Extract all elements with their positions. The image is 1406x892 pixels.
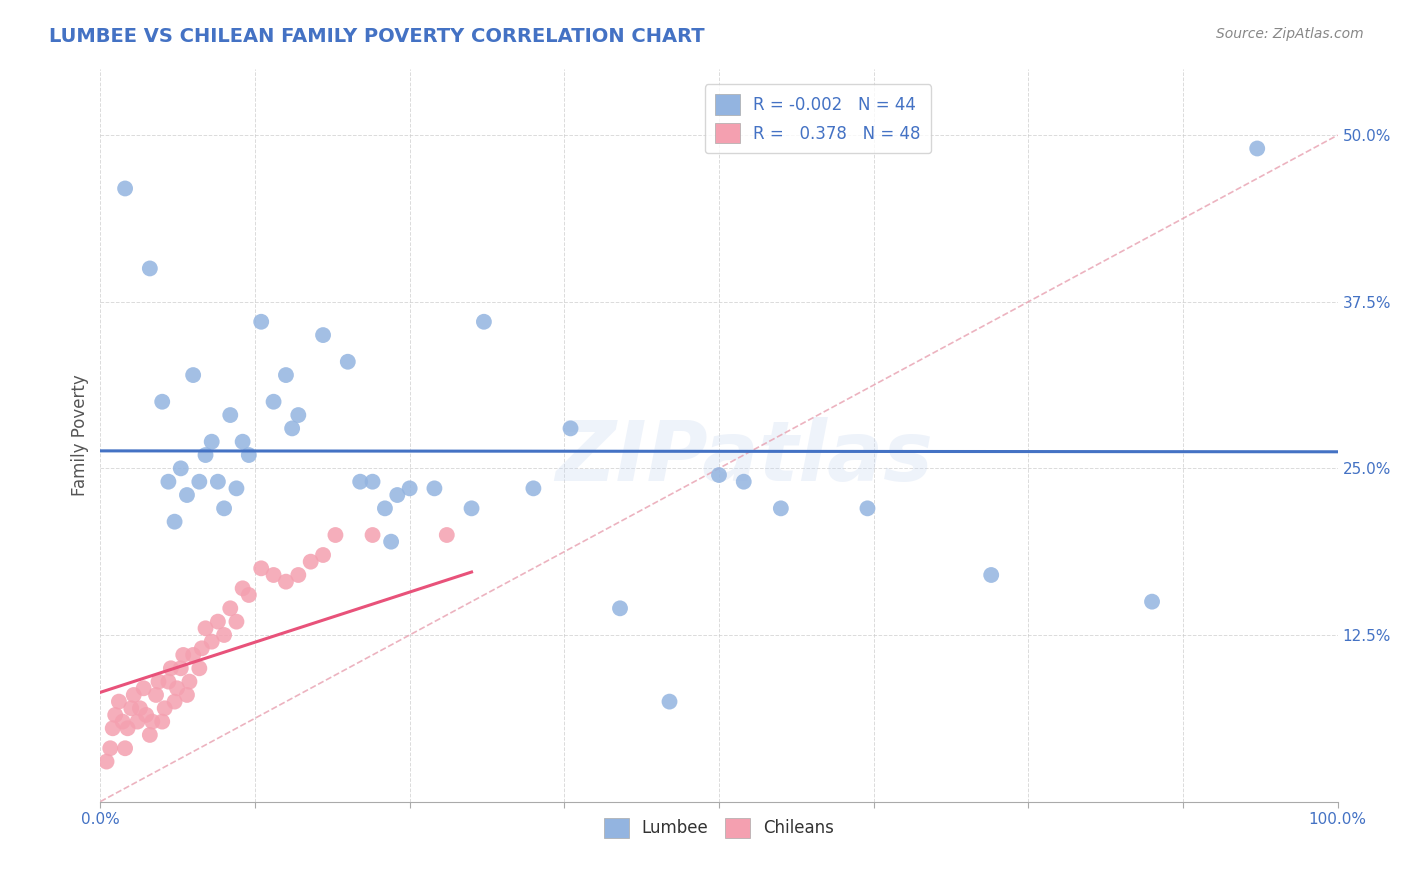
Point	[179, 674, 201, 689]
Text: Source: ZipAtlas.com: Source: ZipAtlas.com	[1216, 27, 1364, 41]
Point	[560, 421, 582, 435]
Point	[349, 475, 371, 489]
Point	[101, 721, 124, 735]
Point	[472, 315, 495, 329]
Point	[166, 681, 188, 696]
Point	[707, 468, 730, 483]
Point	[181, 368, 204, 382]
Point	[120, 701, 142, 715]
Point	[207, 475, 229, 489]
Point	[225, 481, 247, 495]
Point	[212, 501, 235, 516]
Point	[460, 501, 482, 516]
Point	[263, 394, 285, 409]
Point	[150, 714, 173, 729]
Point	[98, 741, 121, 756]
Point	[225, 615, 247, 629]
Point	[238, 448, 260, 462]
Point	[250, 315, 273, 329]
Point	[398, 481, 420, 495]
Point	[132, 681, 155, 696]
Point	[108, 695, 131, 709]
Point	[238, 588, 260, 602]
Point	[170, 661, 193, 675]
Point	[139, 261, 162, 276]
Point	[1140, 594, 1163, 608]
Point	[219, 408, 242, 422]
Point	[145, 688, 167, 702]
Point	[250, 561, 273, 575]
Point	[274, 574, 297, 589]
Point	[153, 701, 176, 715]
Legend: Lumbee, Chileans: Lumbee, Chileans	[598, 811, 841, 845]
Point	[188, 661, 211, 675]
Point	[281, 421, 304, 435]
Point	[176, 488, 198, 502]
Point	[219, 601, 242, 615]
Point	[263, 568, 285, 582]
Point	[287, 408, 309, 422]
Point	[658, 695, 681, 709]
Point	[312, 328, 335, 343]
Point	[299, 555, 322, 569]
Point	[104, 708, 127, 723]
Point	[232, 434, 254, 449]
Point	[141, 714, 163, 729]
Point	[201, 634, 224, 648]
Point	[325, 528, 347, 542]
Point	[423, 481, 446, 495]
Point	[212, 628, 235, 642]
Point	[856, 501, 879, 516]
Point	[148, 674, 170, 689]
Point	[274, 368, 297, 382]
Point	[114, 181, 136, 195]
Point	[135, 708, 157, 723]
Point	[522, 481, 544, 495]
Point	[201, 434, 224, 449]
Point	[361, 475, 384, 489]
Point	[129, 701, 152, 715]
Point	[232, 582, 254, 596]
Text: ZIPatlas: ZIPatlas	[555, 417, 932, 498]
Point	[111, 714, 134, 729]
Point	[194, 621, 217, 635]
Text: LUMBEE VS CHILEAN FAMILY POVERTY CORRELATION CHART: LUMBEE VS CHILEAN FAMILY POVERTY CORRELA…	[49, 27, 704, 45]
Point	[139, 728, 162, 742]
Point	[188, 475, 211, 489]
Point	[207, 615, 229, 629]
Point	[336, 355, 359, 369]
Point	[170, 461, 193, 475]
Point	[117, 721, 139, 735]
Point	[387, 488, 409, 502]
Point	[163, 515, 186, 529]
Point	[380, 534, 402, 549]
Point	[1246, 141, 1268, 155]
Point	[114, 741, 136, 756]
Point	[163, 695, 186, 709]
Point	[194, 448, 217, 462]
Point	[769, 501, 792, 516]
Point	[172, 648, 194, 662]
Point	[176, 688, 198, 702]
Point	[160, 661, 183, 675]
Point	[122, 688, 145, 702]
Point	[436, 528, 458, 542]
Point	[361, 528, 384, 542]
Point	[609, 601, 631, 615]
Point	[191, 641, 214, 656]
Point	[150, 394, 173, 409]
Point	[127, 714, 149, 729]
Point	[181, 648, 204, 662]
Point	[96, 755, 118, 769]
Point	[980, 568, 1002, 582]
Y-axis label: Family Poverty: Family Poverty	[72, 374, 89, 496]
Point	[287, 568, 309, 582]
Point	[733, 475, 755, 489]
Point	[157, 674, 180, 689]
Point	[157, 475, 180, 489]
Point	[374, 501, 396, 516]
Point	[312, 548, 335, 562]
